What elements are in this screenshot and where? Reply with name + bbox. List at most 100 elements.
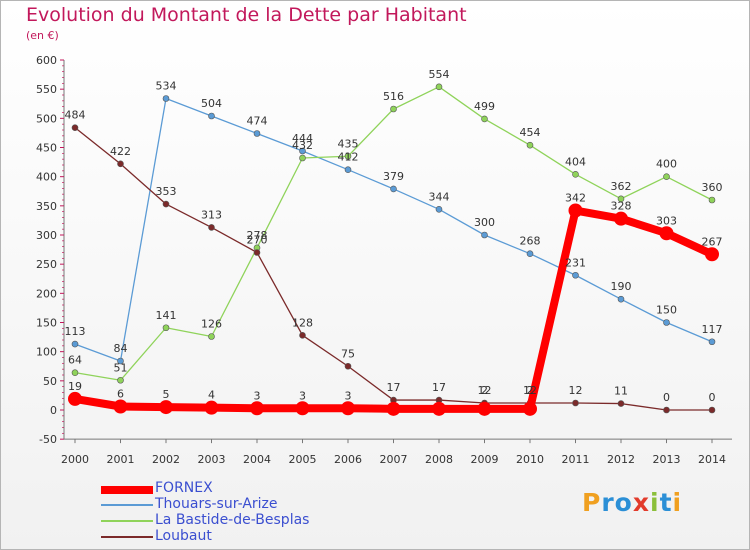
data-label: 412: [338, 151, 359, 164]
data-label: 454: [520, 126, 541, 139]
legend-label: Thouars-sur-Arize: [155, 496, 278, 512]
data-point: [250, 401, 264, 416]
data-label: 128: [292, 316, 313, 329]
data-label: 360: [702, 181, 723, 194]
data-label: 432: [292, 139, 313, 152]
logo-letter: t: [659, 488, 673, 517]
x-tick-label: 2011: [562, 453, 590, 466]
data-point: [663, 173, 670, 180]
data-label: 344: [429, 190, 450, 203]
x-tick-label: 2007: [380, 453, 408, 466]
data-point: [526, 250, 534, 257]
data-label: 3: [345, 389, 352, 402]
data-label: 113: [65, 325, 86, 338]
data-point: [663, 406, 670, 414]
legend-label: Loubaut: [155, 528, 212, 544]
data-label: 6: [117, 388, 124, 401]
data-point: [208, 333, 215, 340]
data-label: 3: [254, 389, 261, 402]
data-point: [71, 124, 79, 131]
data-label: 353: [156, 185, 177, 198]
legend-swatch-loubaut: [101, 536, 153, 538]
data-point: [299, 147, 306, 155]
x-tick-label: 2005: [289, 453, 317, 466]
logo-letter: x: [632, 488, 650, 517]
x-tick-label: 2003: [198, 453, 226, 466]
legend-label: La Bastide-de-Besplas: [155, 512, 310, 528]
logo-letter: o: [614, 488, 633, 517]
data-label: 4: [208, 389, 215, 402]
data-label: 499: [474, 100, 495, 113]
data-label: 3: [299, 389, 306, 402]
data-label: 0: [663, 391, 670, 404]
y-tick-label: 550: [36, 83, 57, 96]
data-label: 11: [614, 385, 628, 398]
data-label: 117: [702, 323, 723, 336]
x-tick-label: 2010: [516, 453, 544, 466]
x-tick-label: 2014: [698, 453, 726, 466]
chart-unit: (en €): [26, 29, 59, 42]
data-label: 474: [247, 115, 268, 128]
data-point: [71, 340, 79, 348]
data-label: 554: [429, 68, 450, 81]
logo-letter: P: [582, 488, 602, 517]
data-point: [435, 83, 443, 91]
data-point: [477, 401, 492, 416]
data-label: 17: [387, 381, 401, 394]
data-label: 2: [481, 384, 488, 397]
proxiti-logo: Proxiti: [582, 488, 682, 517]
x-tick-label: 2006: [334, 453, 362, 466]
y-tick-label: 0: [50, 404, 57, 417]
data-point: [568, 203, 583, 218]
data-point: [253, 130, 261, 137]
data-point: [253, 249, 261, 256]
legend-label: FORNEX: [155, 480, 213, 496]
data-point: [71, 369, 79, 376]
data-point: [295, 401, 310, 416]
legend-swatch-thouars: [101, 504, 153, 506]
data-label: 0: [709, 391, 716, 404]
x-tick-label: 2001: [107, 453, 135, 466]
data-point: [68, 391, 82, 406]
y-tick-label: 300: [36, 229, 57, 242]
data-point: [208, 224, 215, 231]
data-label: 5: [163, 388, 170, 401]
data-label: 278: [247, 229, 268, 242]
data-label: 51: [114, 361, 128, 374]
data-point: [344, 362, 352, 370]
data-point: [208, 112, 215, 120]
logo-letter: i: [650, 488, 660, 517]
data-point: [523, 401, 537, 416]
data-label: 328: [611, 200, 632, 213]
data-label: 303: [656, 214, 677, 227]
y-tick-label: 200: [36, 287, 57, 300]
data-point: [705, 247, 719, 262]
logo-letter: r: [601, 488, 615, 517]
data-label: 435: [338, 137, 359, 150]
data-point: [708, 406, 716, 414]
data-point: [204, 400, 219, 415]
x-tick-label: 2009: [471, 453, 499, 466]
data-label: 516: [383, 90, 404, 103]
data-label: 19: [68, 380, 82, 393]
y-tick-label: 150: [36, 317, 57, 330]
data-point: [572, 271, 579, 279]
data-point: [390, 185, 397, 193]
x-tick-label: 2000: [61, 453, 89, 466]
data-point: [117, 160, 124, 168]
data-point: [614, 211, 628, 226]
y-tick-label: 250: [36, 258, 57, 271]
data-label: 379: [383, 170, 404, 183]
data-label: 484: [65, 109, 86, 122]
x-tick-label: 2008: [425, 453, 453, 466]
data-point: [663, 319, 670, 326]
data-point: [390, 105, 397, 113]
data-point: [435, 206, 443, 213]
x-tick-label: 2002: [152, 453, 180, 466]
data-label: 2: [527, 384, 534, 397]
data-point: [299, 332, 306, 339]
data-label: 75: [341, 347, 355, 360]
data-point: [526, 141, 534, 149]
data-label: 267: [702, 235, 723, 248]
